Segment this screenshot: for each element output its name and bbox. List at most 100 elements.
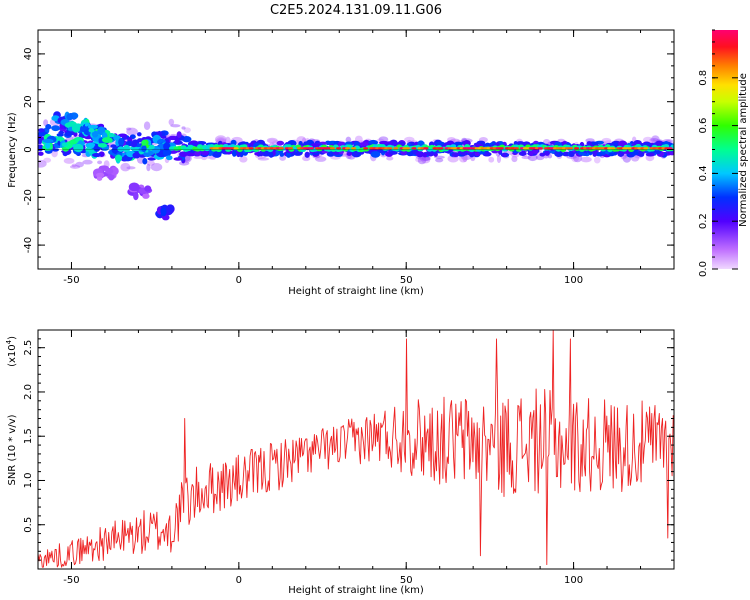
spectrogram-cell	[539, 152, 546, 157]
spectrogram-cell	[351, 147, 357, 150]
spectrogram-cell	[308, 147, 315, 150]
spectrogram-cell	[120, 162, 131, 172]
spectrogram-cell	[141, 140, 147, 146]
spectrogram-cell	[600, 150, 606, 156]
spectrogram-cell	[501, 152, 507, 157]
spectrogram-cell	[404, 136, 415, 143]
spectrogram-cell	[38, 137, 43, 145]
spectrogram-cell	[123, 144, 131, 153]
spectrogram-cell	[435, 141, 445, 145]
spectrogram-cell	[586, 141, 592, 146]
y-tick-label: 20	[23, 95, 34, 108]
spectrogram-cell	[126, 127, 132, 131]
spectrogram-cells	[38, 111, 674, 221]
colorbar-tick-label: 0.8	[698, 70, 709, 86]
spectrogram-panel	[38, 111, 674, 221]
spectrogram-cell	[421, 156, 431, 161]
spectrogram-cell	[212, 151, 222, 158]
spectrogram-cell	[304, 151, 310, 158]
spectrogram-cell	[240, 141, 247, 145]
spectrogram-cell	[421, 156, 431, 164]
spectrogram-cell	[108, 132, 115, 138]
spectrogram-cell	[239, 155, 248, 163]
spectrogram-cell	[133, 191, 139, 201]
colorbar-tick-label: 0.0	[698, 261, 709, 277]
spectrogram-cell	[160, 207, 167, 217]
colorbar-tick-label: 0.2	[698, 213, 709, 229]
spectrogram-cell	[411, 147, 417, 150]
spectrogram-cell	[314, 156, 327, 162]
spectrogram-cell	[578, 152, 587, 156]
snr-panel	[38, 330, 674, 568]
spectrogram-cell	[82, 159, 93, 165]
spectrogram-cell	[346, 152, 352, 156]
spectrogram-cell	[88, 128, 95, 133]
spectrogram-cell	[453, 141, 464, 146]
spectrogram-cell	[62, 151, 68, 157]
spectrogram-cell	[75, 161, 84, 168]
snr-xlabel: Height of straight line (km)	[288, 585, 424, 596]
spectrogram-cell	[193, 155, 203, 159]
spectrogram-cell	[612, 142, 619, 147]
spectrogram-cell	[592, 150, 598, 157]
spectrogram-cell	[345, 136, 352, 143]
spectrogram-cell	[649, 137, 659, 142]
spectrogram-cell	[387, 147, 393, 150]
spectrogram-cell	[257, 157, 270, 161]
spectrogram-cell	[649, 139, 657, 144]
snr-multiplier-exp: 4	[5, 339, 13, 344]
spectrogram-xlabel: Height of straight line (km)	[288, 286, 424, 297]
spectrogram-cell	[201, 156, 207, 161]
spectrogram-cell	[118, 138, 124, 147]
spectrogram-cell	[137, 132, 142, 137]
spectrogram-cell	[150, 162, 163, 172]
snr-multiplier-close: )	[7, 336, 18, 340]
spectrogram-cell	[114, 154, 123, 162]
y-tick-label: 0	[23, 146, 34, 152]
spectrogram-cell	[423, 147, 429, 150]
spectrogram-cell	[73, 143, 84, 153]
spectrogram-cell	[87, 124, 99, 130]
spectrogram-cell	[101, 137, 113, 143]
spectrogram-cell	[329, 147, 336, 150]
spectrogram-cell	[173, 157, 183, 161]
spectrogram-cell	[168, 118, 175, 126]
spectrogram-cell	[419, 156, 431, 162]
snr-ylabel: SNR (10 * v/v)	[7, 414, 18, 485]
x-tick-label: 100	[564, 275, 583, 286]
snr-multiplier: (x104)	[5, 336, 18, 367]
spectrogram-cell	[370, 151, 381, 158]
spectrogram-cell	[345, 147, 351, 150]
spectrogram-cell	[51, 125, 61, 132]
spectrogram-cell	[388, 151, 398, 155]
spectrogram-cell	[105, 168, 114, 175]
spectrogram-cell	[415, 157, 422, 163]
spectrogram-cell	[268, 151, 274, 158]
spectrogram-cell	[537, 147, 544, 150]
spectrogram-cell	[562, 151, 571, 157]
spectrogram-cell	[261, 150, 271, 157]
spectrogram-cell	[68, 140, 78, 145]
x-tick-label: 50	[400, 275, 413, 286]
spectrogram-ylabel: Frequency (Hz)	[7, 112, 18, 188]
spectrogram-cell	[179, 151, 188, 158]
spectrogram-cell	[435, 157, 444, 163]
spectrogram-cell	[655, 140, 664, 147]
spectrogram-cell	[85, 142, 96, 149]
colorbar	[712, 30, 738, 269]
spectrogram-cell	[52, 148, 60, 152]
spectrogram-cell	[338, 141, 343, 146]
svg-text:(x104): (x104)	[5, 336, 18, 367]
snr-multiplier-base: (x10	[7, 344, 18, 367]
spectrogram-cell	[141, 144, 147, 153]
spectrogram-cell	[279, 152, 285, 157]
spectrogram-cell	[544, 150, 550, 156]
y-tick-label: 0.5	[23, 517, 34, 533]
snr-frame	[37, 329, 675, 570]
spectrogram-cell	[194, 150, 202, 157]
y-tick-label: 2.5	[23, 340, 34, 356]
spectrogram-cell	[96, 175, 103, 181]
spectrogram-cell	[258, 150, 264, 157]
chart-title: C2E5.2024.131.09.11.G06	[270, 3, 442, 18]
